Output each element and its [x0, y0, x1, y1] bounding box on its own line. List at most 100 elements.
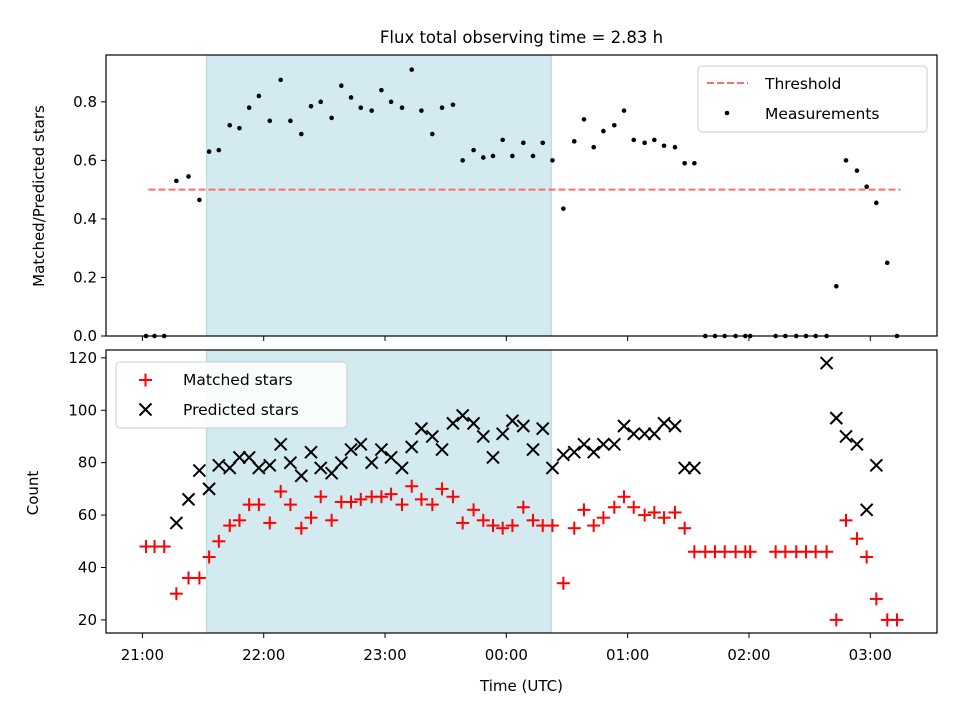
bottom-y-tick-label: 120: [68, 349, 97, 367]
measurement-point: [692, 161, 697, 166]
bottom-y-tick-label: 80: [78, 454, 97, 472]
predicted-star-point: [627, 427, 641, 441]
predicted-star-point: [869, 458, 884, 473]
top-legend: Threshold Measurements: [697, 65, 928, 133]
matched-star-point: [627, 500, 641, 514]
bottom-x-tick-label: 21:00: [121, 646, 164, 664]
top-panel: 0.00.20.40.60.8 Matched/Predicted stars …: [30, 54, 938, 345]
measurement-point: [500, 137, 505, 143]
measurement-point: [884, 260, 890, 266]
measurement-point: [460, 158, 465, 163]
predicted-star-point: [637, 427, 652, 441]
predicted-star-point: [577, 437, 591, 452]
measurement-point: [874, 200, 879, 206]
predicted-star-point: [687, 461, 702, 475]
predicted-legend-label: Predicted stars: [183, 401, 299, 419]
predicted-star-point: [455, 408, 470, 423]
threshold-legend-label: Threshold: [764, 75, 841, 93]
measurement-point: [642, 140, 647, 146]
measurement-point: [591, 144, 596, 150]
measurement-point: [530, 153, 536, 159]
matched-star-point: [374, 490, 388, 504]
matched-legend-label: Matched stars: [183, 371, 293, 389]
measurement-point: [571, 139, 577, 144]
matched-star-point: [314, 490, 328, 504]
measurement-point: [612, 122, 617, 128]
measurement-point: [339, 83, 344, 89]
predicted-star-point: [294, 469, 309, 483]
measurement-point: [480, 155, 486, 160]
predicted-star-point: [505, 414, 520, 428]
measurement-point: [409, 67, 415, 72]
measurement-point: [672, 144, 678, 150]
matched-star-point: [496, 521, 510, 535]
measurement-point: [216, 147, 222, 153]
predicted-star-point: [617, 419, 631, 433]
measurements-legend-label: Measurements: [765, 105, 880, 123]
measurement-point: [299, 131, 304, 137]
predicted-star-point: [829, 411, 844, 425]
matched-star-point: [526, 513, 540, 527]
measurement-point: [652, 137, 657, 143]
predicted-legend-swatch: [138, 402, 153, 417]
predicted-star-point: [414, 421, 429, 436]
predicted-star-point: [859, 503, 874, 517]
measurement-point: [206, 149, 212, 154]
predicted-star-point: [232, 450, 247, 465]
measurement-point: [246, 105, 252, 110]
measurement-point: [318, 99, 324, 105]
measurement-point: [399, 105, 405, 110]
matched-star-point: [839, 513, 853, 527]
predicted-star-point: [567, 445, 581, 459]
matched-star-point: [354, 492, 368, 506]
measurement-point: [854, 168, 860, 173]
measurement-point: [661, 143, 667, 149]
matched-star-point: [456, 516, 470, 530]
predicted-star-point: [466, 416, 481, 431]
matched-star-point: [212, 534, 226, 548]
predicted-star-point: [668, 419, 682, 433]
matched-star-point: [516, 500, 530, 514]
matched-star-point: [181, 571, 195, 585]
matched-star-point: [384, 487, 398, 501]
predicted-star-point: [446, 416, 460, 431]
matched-star-point: [414, 492, 428, 506]
measurement-point: [358, 105, 364, 110]
predicted-star-point: [850, 437, 864, 452]
top-legend-box: [697, 65, 928, 133]
predicted-star-point: [354, 437, 368, 452]
predicted-star-point: [252, 461, 266, 475]
predicted-star-point: [364, 455, 379, 470]
matched-star-point: [192, 571, 206, 585]
bottom-x-tick-label: 00:00: [485, 646, 528, 664]
matched-star-point: [850, 532, 864, 546]
measurement-point: [227, 122, 233, 128]
measurement-point: [369, 108, 374, 113]
bottom-y-axis-label: Count: [24, 471, 42, 516]
matched-star-point: [395, 498, 409, 512]
matched-star-point: [304, 511, 318, 525]
bottom-x-tick-label: 23:00: [363, 646, 406, 664]
matched-star-point: [486, 519, 500, 533]
predicted-star-point: [212, 458, 226, 473]
measurement-point: [540, 140, 546, 146]
matched-star-point: [647, 505, 661, 519]
matched-star-point: [809, 545, 823, 559]
measurement-point: [581, 117, 587, 122]
measurement-point: [348, 95, 354, 100]
top-observing-window-shade: [206, 54, 552, 337]
matched-star-point: [263, 516, 277, 530]
bottom-x-tick-label: 01:00: [606, 646, 649, 664]
top-y-axis-label: Matched/Predicted stars: [30, 105, 48, 287]
predicted-star-point: [516, 419, 531, 433]
measurement-point: [450, 102, 456, 108]
measurement-points: [143, 67, 900, 339]
matched-star-point: [252, 498, 266, 512]
matched-star-points: [139, 479, 904, 627]
measurement-point: [197, 197, 202, 203]
measurement-point: [439, 105, 445, 110]
predicted-star-point: [223, 461, 237, 475]
matched-star-point: [638, 508, 652, 522]
bottom-x-tick-label: 22:00: [242, 646, 285, 664]
